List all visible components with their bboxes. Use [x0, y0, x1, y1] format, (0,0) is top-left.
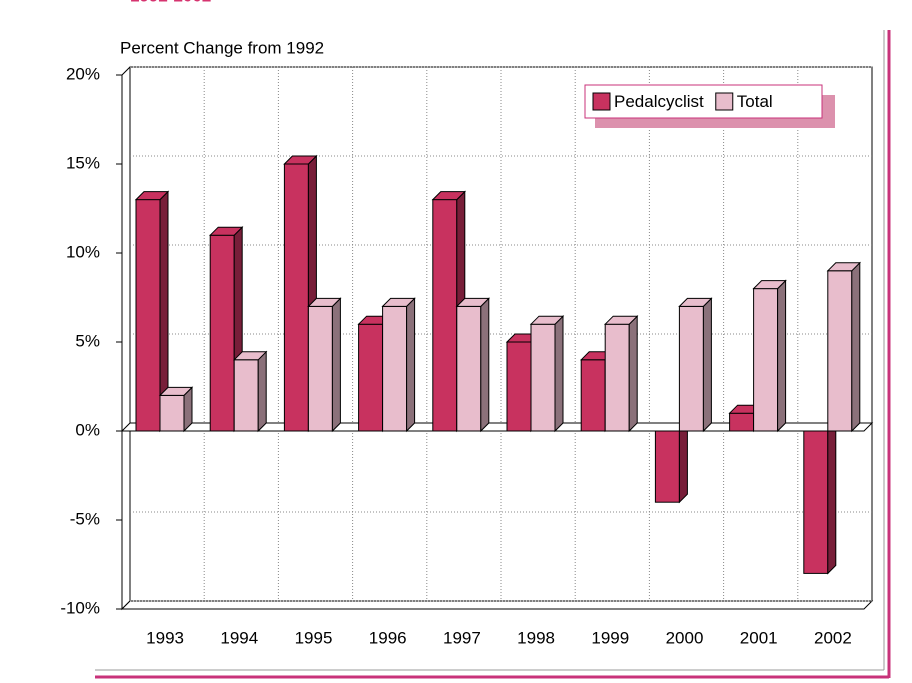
bar [580, 359, 606, 432]
bar [530, 323, 556, 432]
x-tick-label: 2000 [666, 628, 704, 647]
y-tick-label: -10% [60, 598, 100, 617]
bar [283, 163, 309, 432]
bar [654, 430, 680, 503]
bar-group [529, 314, 565, 433]
bar-top [455, 297, 491, 307]
bar-side [827, 421, 837, 575]
bar-top [232, 351, 268, 361]
bar-group [455, 297, 491, 433]
bar [827, 270, 853, 432]
legend-swatch [715, 92, 734, 111]
x-tick-label: 1997 [443, 628, 481, 647]
y-tick-label: 15% [66, 153, 100, 172]
bar-top [603, 315, 639, 325]
bar-side [554, 314, 564, 433]
bar-top [134, 191, 170, 201]
bar-side [851, 261, 861, 433]
bar [506, 341, 532, 432]
x-tick-label: 1994 [220, 628, 258, 647]
chart-title: 1992-2002 [130, 0, 211, 5]
bar-group [803, 421, 837, 575]
bar-group [752, 279, 787, 433]
bar [456, 305, 482, 432]
bar-top [307, 297, 342, 307]
x-tick-label: 1995 [295, 628, 333, 647]
bar-group [232, 350, 268, 433]
bar-side [257, 350, 267, 433]
bar-group [158, 386, 194, 433]
bar-group [654, 421, 688, 504]
x-tick-label: 1996 [369, 628, 407, 647]
bar [678, 305, 704, 432]
x-tick-label: 1993 [146, 628, 184, 647]
bar [604, 323, 630, 432]
bar-side [331, 297, 341, 433]
bar [358, 323, 384, 432]
bar-top [752, 280, 787, 290]
bar-top [431, 191, 467, 201]
bar [209, 234, 235, 432]
bar-top [529, 315, 565, 325]
side-wall [121, 65, 131, 611]
bar-group [826, 261, 862, 433]
y-tick-label: 0% [75, 420, 100, 439]
bar-side [702, 297, 712, 433]
bar [233, 359, 259, 432]
x-tick-label: 1998 [517, 628, 555, 647]
bar-group [381, 297, 416, 433]
floor [120, 600, 874, 610]
bar-top [208, 226, 244, 236]
chart-subtitle: Percent Change from 1992 [120, 38, 324, 57]
bar [753, 288, 779, 432]
x-tick-label: 1999 [591, 628, 629, 647]
legend-label: Pedalcyclist [614, 92, 704, 111]
x-tick-label: 2002 [814, 628, 852, 647]
bar [159, 394, 185, 432]
bar-group [307, 297, 342, 433]
bar-side [406, 297, 416, 433]
bar [432, 199, 458, 432]
legend-label: Total [737, 92, 773, 111]
bar-side [777, 279, 787, 433]
y-tick-label: 20% [66, 64, 100, 83]
bar-top [283, 155, 318, 165]
bar-top [381, 297, 416, 307]
bar [729, 412, 755, 432]
bar-group [678, 297, 713, 433]
legend-swatch [592, 92, 611, 111]
bar-group [134, 190, 170, 433]
bar [307, 305, 333, 432]
bar-top [158, 386, 194, 396]
bar-group [603, 314, 639, 433]
bar [382, 305, 408, 432]
bar-side [628, 314, 638, 433]
y-tick-label: 5% [75, 331, 100, 350]
bar [803, 430, 829, 574]
x-tick-label: 2001 [740, 628, 778, 647]
y-tick-label: 10% [66, 242, 100, 261]
y-tick-label: -5% [70, 509, 100, 528]
bar-top [826, 262, 862, 272]
bar-side [678, 421, 688, 504]
legend [584, 84, 823, 119]
bar-top [678, 297, 713, 307]
bar [135, 199, 161, 432]
bar-side [480, 297, 490, 433]
